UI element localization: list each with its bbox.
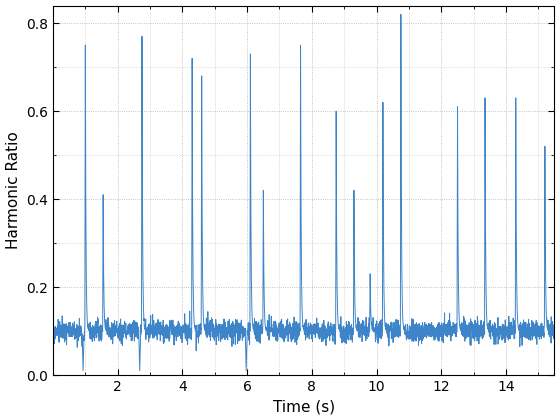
X-axis label: Time (s): Time (s) [273, 399, 335, 415]
Y-axis label: Harmonic Ratio: Harmonic Ratio [6, 131, 21, 249]
